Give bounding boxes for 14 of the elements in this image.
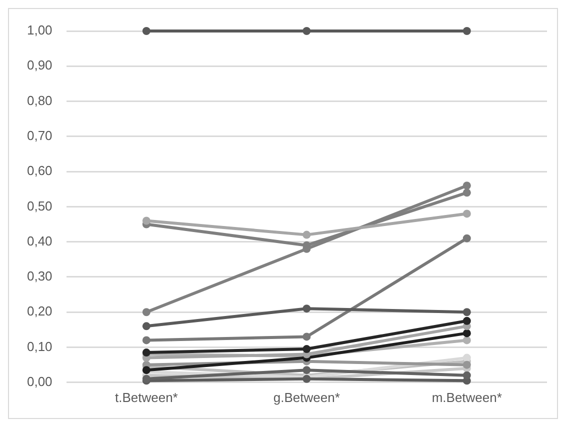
y-tick-label: 0,90 bbox=[26, 58, 52, 73]
y-tick-label: 0,80 bbox=[26, 92, 52, 108]
y-tick-label: 0,50 bbox=[26, 198, 52, 214]
x-tick-label: g.Between* bbox=[273, 390, 340, 405]
x-tick-label: m.Between* bbox=[432, 390, 502, 405]
y-tick-label: 0,40 bbox=[26, 233, 52, 248]
y-tick-label: 0,30 bbox=[26, 268, 52, 284]
y-tick-label: 0,00 bbox=[26, 374, 52, 389]
y-tick-label: 0,10 bbox=[26, 338, 52, 354]
x-tick-label: t.Between* bbox=[114, 390, 178, 405]
y-tick-label: 0,20 bbox=[26, 304, 52, 319]
y-tick-label: 1,00 bbox=[26, 22, 52, 38]
y-tick-label: 0,60 bbox=[26, 163, 52, 178]
y-tick-label: 0,70 bbox=[26, 128, 52, 143]
